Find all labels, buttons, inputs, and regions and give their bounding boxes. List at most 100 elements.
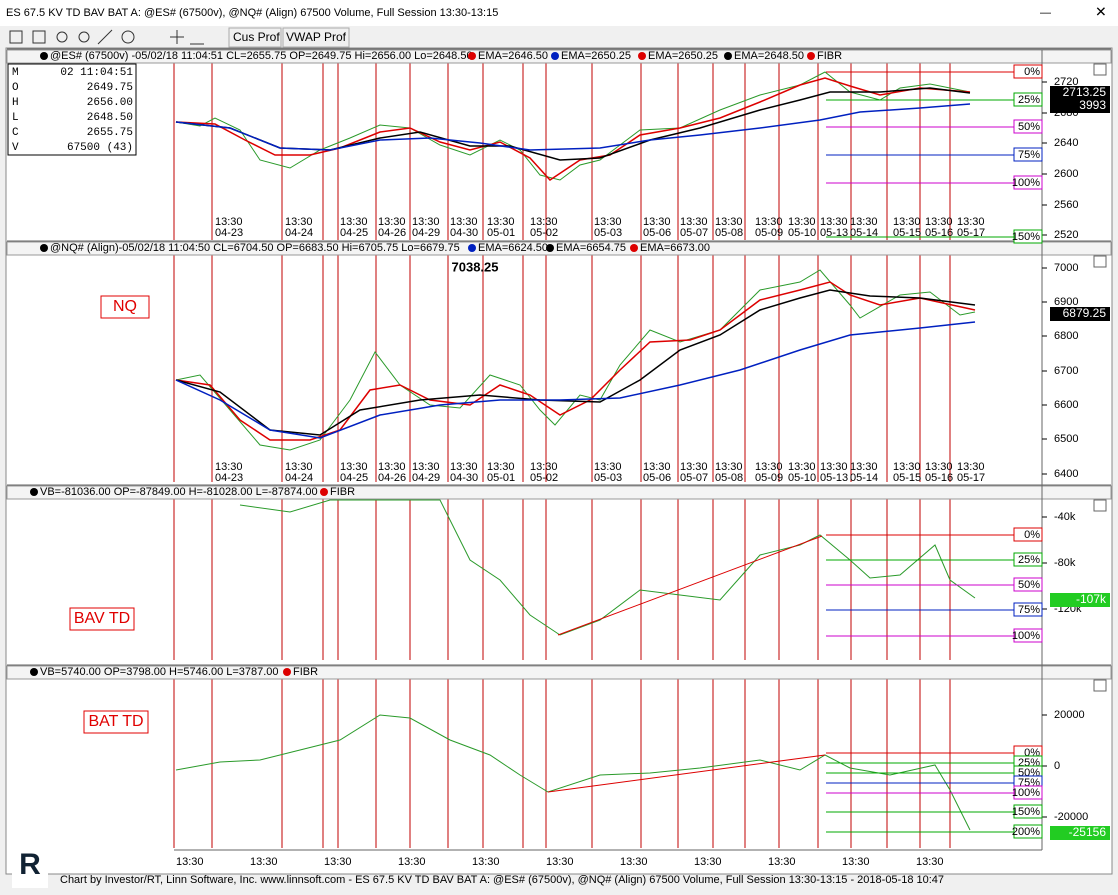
info-value: 67500 (43)	[67, 142, 133, 154]
pane-header	[6, 49, 1112, 64]
pane-label: NQ	[113, 298, 137, 315]
session-time: 13:30	[215, 461, 243, 473]
session-date: 05-01	[487, 472, 515, 484]
button[interactable]	[228, 27, 282, 48]
pane-label-box	[100, 295, 150, 319]
session-time: 13:30	[412, 461, 440, 473]
session-time: 13:30	[450, 216, 478, 228]
session-time: 13:30	[378, 216, 406, 228]
fib-box	[1013, 527, 1043, 542]
session-time: 13:30	[530, 461, 558, 473]
info-key: C	[12, 127, 19, 139]
session-date: 04-25	[340, 472, 368, 484]
fib-label: 0%	[1024, 66, 1040, 78]
info-value: 2656.00	[87, 97, 133, 109]
pane-header-text: EMA=6624.50	[478, 242, 548, 254]
pane-header-text: @NQ# (Align)-05/02/18 11:04:50 CL=6704.5…	[50, 242, 460, 254]
session-date: 05-08	[715, 472, 743, 484]
session-time: 13:30	[215, 216, 243, 228]
axis-label: 6800	[1054, 330, 1078, 342]
legend-dot	[551, 52, 559, 60]
session-time: 13:30	[285, 216, 313, 228]
button-label[interactable]: Cus Prof	[233, 30, 280, 44]
legend-dot	[30, 668, 38, 676]
time-axis-label: 13:30	[768, 856, 796, 868]
session-date: 05-08	[715, 227, 743, 239]
session-time: 13:30	[643, 461, 671, 473]
session-time: 13:30	[788, 216, 816, 228]
info-value: 2649.75	[87, 82, 133, 94]
session-date: 05-16	[925, 472, 953, 484]
pane-close[interactable]	[1093, 255, 1107, 268]
session-time: 13:30	[755, 461, 783, 473]
fib-box	[1013, 552, 1043, 567]
session-time: 13:30	[755, 216, 783, 228]
logo-mark: R	[19, 848, 41, 881]
session-date: 05-06	[643, 472, 671, 484]
session-date: 05-14	[850, 472, 878, 484]
session-time: 13:30	[643, 216, 671, 228]
pane-header-text: EMA=2646.50	[478, 50, 548, 62]
axis-label: 7000	[1054, 262, 1078, 274]
axis-label: -40k	[1054, 511, 1076, 523]
session-time: 13:30	[530, 216, 558, 228]
session-time: 13:30	[487, 216, 515, 228]
time-axis-label: 13:30	[324, 856, 352, 868]
legend-dot	[468, 52, 476, 60]
legend-dot	[40, 244, 48, 252]
price-lines	[175, 71, 976, 831]
info-value: 2655.75	[87, 127, 133, 139]
axis-label: 6500	[1054, 433, 1078, 445]
legend-dot	[807, 52, 815, 60]
time-axis-label: 13:30	[620, 856, 648, 868]
time-axis-label: 13:30	[546, 856, 574, 868]
session-time: 13:30	[893, 461, 921, 473]
time-axis-label: 13:30	[472, 856, 500, 868]
pane-close[interactable]	[1093, 679, 1107, 692]
pane-close[interactable]	[1093, 499, 1107, 512]
session-date: 04-23	[215, 472, 243, 484]
legend-dot	[630, 244, 638, 252]
fib-label: 150%	[1012, 231, 1040, 243]
close[interactable]: ✕	[1095, 4, 1107, 20]
axis-label: 6400	[1054, 468, 1078, 480]
pane-header	[6, 241, 1112, 256]
session-date: 05-10	[788, 227, 816, 239]
session-date: 04-24	[285, 472, 313, 484]
time-axis-label: 13:30	[694, 856, 722, 868]
fib-box	[1013, 602, 1043, 617]
pane-close[interactable]	[1093, 63, 1107, 76]
session-date: 04-30	[450, 227, 478, 239]
price-box	[1050, 593, 1110, 607]
pane-header-text: FIBR	[330, 486, 355, 498]
fib-label: 50%	[1018, 121, 1040, 133]
session-time: 13:30	[340, 216, 368, 228]
legend-dot	[320, 488, 328, 496]
axis-label: 6900	[1054, 296, 1078, 308]
session-date: 05-02	[530, 227, 558, 239]
session-date: 04-29	[412, 472, 440, 484]
pane-label: BAT TD	[88, 713, 143, 730]
axis-label: 6700	[1054, 365, 1078, 377]
button-label[interactable]: VWAP Prof	[286, 30, 347, 44]
logo	[12, 848, 48, 888]
pane-header-text: VB=5740.00 OP=3798.00 H=5746.00 L=3787.0…	[40, 666, 279, 678]
session-time: 13:30	[594, 216, 622, 228]
session-time: 13:30	[893, 216, 921, 228]
price-box-label: 2713.25	[1063, 85, 1107, 99]
session-time: 13:30	[850, 461, 878, 473]
info-key: V	[12, 142, 19, 154]
pane-header-text: EMA=2648.50	[734, 50, 804, 62]
minimize[interactable]: —	[1040, 7, 1051, 19]
info-key: M	[12, 67, 19, 79]
session-date: 04-24	[285, 227, 313, 239]
price-box-label: -25156	[1069, 825, 1107, 839]
pane-header-text: @ES# (67500v) -05/02/18 11:04:51 CL=2655…	[50, 50, 473, 62]
info-value: 02 11:04:51	[60, 67, 133, 79]
session-time: 13:30	[594, 461, 622, 473]
session-time: 13:30	[788, 461, 816, 473]
session-time: 13:30	[925, 216, 953, 228]
button[interactable]	[282, 27, 350, 48]
axis-label: -20000	[1054, 811, 1088, 823]
